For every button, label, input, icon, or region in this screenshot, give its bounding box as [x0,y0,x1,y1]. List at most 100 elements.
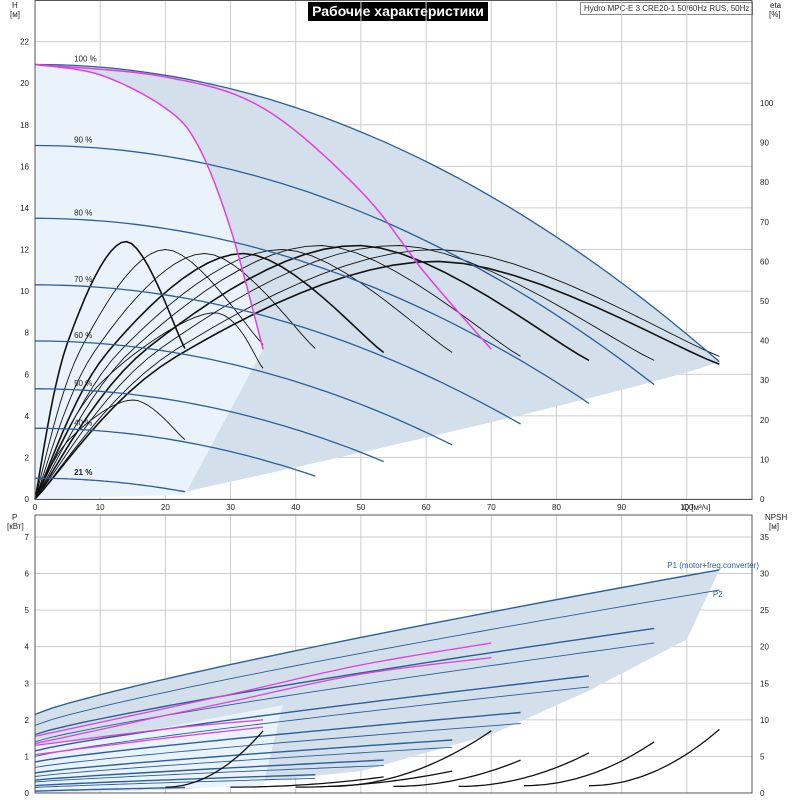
y-tick-label: 6 [25,570,30,579]
npsh-curve [165,730,264,788]
y2-tick-label: 100 [760,99,774,108]
y-tick-label: 14 [20,204,29,213]
y-tick-label: 2 [25,453,30,462]
y2-axis-unit: [м] [769,522,779,531]
min-max-curve [34,63,264,350]
y-tick-label: 5 [25,606,30,615]
y-tick-label: 2 [25,716,30,725]
y-tick-label: 0 [25,789,30,798]
min-max-curve [34,63,492,350]
y-tick-label: 0 [25,495,30,504]
head-curve [35,427,316,477]
eta-curve [34,260,720,500]
y-tick-label: 4 [25,643,30,652]
y2-tick-label: 0 [760,495,765,504]
y2-tick-label: 50 [760,297,769,306]
speed-label: 60 % [74,331,92,340]
head-curve [35,477,186,493]
power-curve [34,627,655,736]
npsh-curve [230,776,384,788]
y2-tick-label: 5 [760,752,765,761]
y-tick-label: 10 [20,287,29,296]
power-curve [34,711,521,763]
y2-tick-label: 90 [760,139,769,148]
series-label: P1 (motor+freq.converter) [667,561,759,570]
y2-tick-label: 25 [760,606,769,615]
series-label: P2 [713,590,723,599]
x-tick-label: 30 [226,503,235,512]
head-eta-chart: 100 % 90 % 80 % 70 % 60 % 50 % 40 % 21 % 0 2 4 6 8 10… [10,0,782,512]
y-axis-label: H [12,1,18,10]
power-curve [34,569,720,716]
x-tick-label: 10 [96,503,105,512]
y-tick-label: 20 [20,79,29,88]
speed-label: 50 % [74,379,92,388]
x-tick-label: 80 [552,503,561,512]
power-min-max-curve [34,719,264,747]
power-curve [34,746,453,777]
product-name-label: Hydro MPC-E 3 CRE20-1 50/60Hz RUS, 50Hz [580,2,754,15]
power-curve [34,642,655,743]
x-tick-label: 70 [487,503,496,512]
y2-tick-label: 35 [760,533,769,542]
speed-label: 40 % [74,418,92,427]
y-tick-label: 16 [20,162,29,171]
npsh-curve [588,728,720,787]
y-tick-label: 7 [25,533,30,542]
npsh-curve [295,770,453,788]
y2-tick-label: 10 [760,455,769,464]
x-tick-label: 50 [356,503,365,512]
head-curve [35,340,453,446]
y2-tick-label: 70 [760,218,769,227]
x-tick-label: 20 [161,503,170,512]
eta-curve [34,252,385,500]
y-axis-unit: [м] [10,10,20,19]
y2-tick-label: 0 [760,789,765,798]
y-tick-label: 18 [20,121,29,130]
y-axis-label: P [12,513,17,522]
eta-curve [34,249,264,500]
y2-axis-label: NPSH [765,513,787,522]
head-curve [34,63,720,363]
npsh-curve [458,752,590,788]
speed-label: 90 % [74,136,92,145]
power-min-max-curve [34,657,492,745]
x-tick-label: 60 [422,503,431,512]
power-curve [34,675,590,752]
power-curve [34,786,185,792]
speed-label: 80 % [74,208,92,217]
power-curve [34,759,384,781]
speed-label: 100 % [74,54,97,63]
y-tick-label: 8 [25,329,30,338]
y-axis-unit: [кВт] [7,522,24,531]
y-tick-label: 3 [25,679,30,688]
y2-axis-unit: [%] [769,10,781,19]
eta-curve [34,249,453,500]
head-curve [34,217,590,404]
y-tick-label: 6 [25,370,30,379]
y2-tick-label: 80 [760,178,769,187]
y2-tick-label: 30 [760,376,769,385]
y2-tick-label: 30 [760,570,769,579]
head-curve [34,284,521,425]
power-npsh-chart: P1 (motor+freq.converter)P20123456705101… [7,513,787,798]
eta-curve [34,399,186,500]
speed-label: 21 % [74,468,92,477]
npsh-curve [393,759,521,788]
y2-tick-label: 60 [760,257,769,266]
head-curve [35,388,384,463]
x-axis-label: Q [м³/ч] [683,503,710,512]
plot-frame [34,0,753,500]
y-tick-label: 4 [25,412,30,421]
npsh-curve [523,741,655,787]
x-tick-label: 0 [33,503,38,512]
y2-tick-label: 20 [760,643,769,652]
y2-axis-label: eta [770,1,782,10]
chart-title: Рабочие характеристики [308,2,488,21]
y-tick-label: 12 [20,246,29,255]
power-curve [34,686,590,757]
npsh-curve [328,730,492,788]
power-curve [34,723,521,768]
y2-tick-label: 40 [760,337,769,346]
